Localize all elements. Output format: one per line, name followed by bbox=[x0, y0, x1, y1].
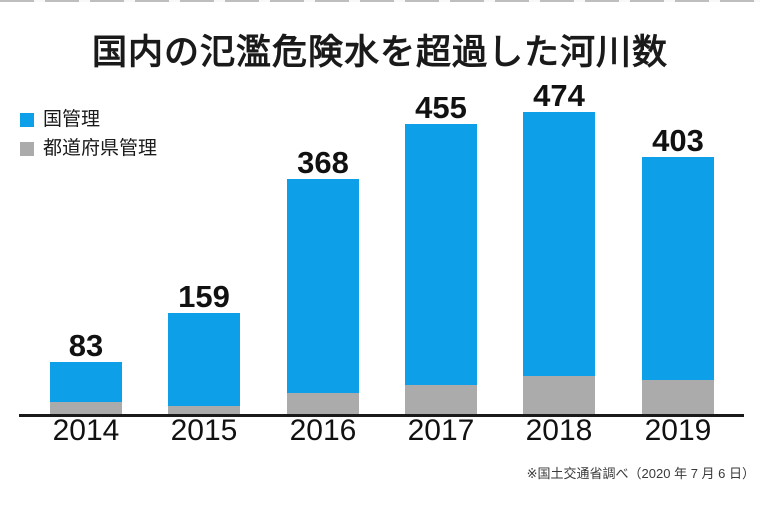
legend-swatch-national-icon bbox=[20, 112, 34, 127]
bar-value-label-2015: 159 bbox=[178, 279, 230, 314]
bar-value-label-2016: 368 bbox=[297, 145, 349, 180]
x-tick-label-2016: 2016 bbox=[289, 414, 357, 447]
bar-value-label-2014: 83 bbox=[68, 328, 104, 363]
bar-2015-prefectural-segment bbox=[168, 406, 240, 415]
legend: 国管理 都道府県管理 bbox=[20, 109, 158, 169]
bar-2018-prefectural-segment bbox=[523, 376, 595, 415]
bar-2018 bbox=[523, 112, 595, 415]
bar-2017-prefectural-segment bbox=[405, 385, 477, 415]
legend-item-national: 国管理 bbox=[20, 109, 157, 130]
bar-2017 bbox=[405, 124, 477, 415]
legend-swatch-prefectural-icon bbox=[20, 141, 34, 156]
x-tick-label-2018: 2018 bbox=[525, 414, 593, 447]
bar-value-label-2019: 403 bbox=[652, 123, 704, 158]
x-tick-label-2017: 2017 bbox=[407, 414, 475, 447]
bar-2014 bbox=[50, 362, 122, 415]
legend-label-national: 国管理 bbox=[43, 109, 101, 130]
x-tick-label-2014: 2014 bbox=[52, 414, 120, 447]
bar-2019-prefectural-segment bbox=[642, 380, 714, 415]
bar-2015 bbox=[168, 313, 240, 415]
x-tick-label-2019: 2019 bbox=[644, 414, 712, 447]
legend-item-prefectural: 都道府県管理 bbox=[20, 138, 158, 159]
x-tick-label-2015: 2015 bbox=[170, 414, 238, 447]
bar-value-label-2017: 455 bbox=[415, 90, 467, 125]
bar-2014-prefectural-segment bbox=[50, 402, 122, 415]
bar-value-label-2018: 474 bbox=[533, 78, 585, 113]
bar-2016 bbox=[287, 179, 359, 415]
legend-label-prefectural: 都道府県管理 bbox=[43, 138, 158, 159]
x-axis-line bbox=[19, 414, 744, 417]
bar-2016-prefectural-segment bbox=[287, 393, 359, 415]
source-footnote: ※国土交通省調べ（2020 年 7 月 6 日） bbox=[526, 466, 755, 481]
bar-2019 bbox=[642, 157, 714, 415]
top-crop-artifact bbox=[0, 0, 760, 2]
chart-title: 国内の氾濫危険水を超過した河川数 bbox=[91, 33, 668, 72]
